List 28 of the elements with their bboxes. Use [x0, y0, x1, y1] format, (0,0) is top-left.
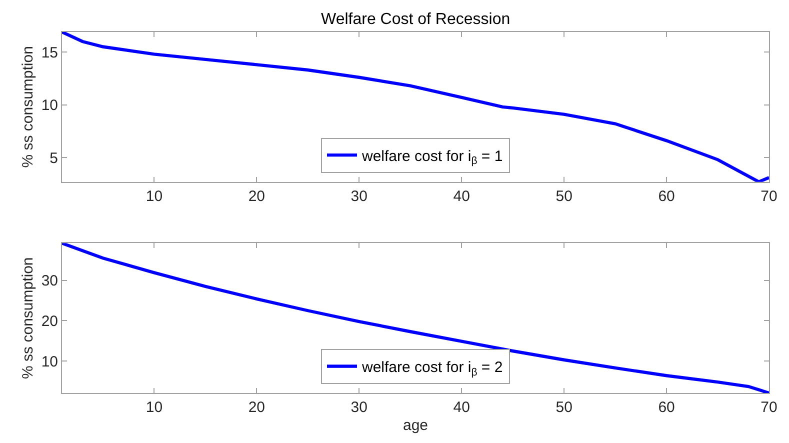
x-tick-label: 30 — [350, 399, 368, 416]
y-axis-title: % ss consumption — [20, 257, 37, 379]
x-tick-label: 70 — [760, 399, 778, 416]
y-tick-label: 10 — [41, 353, 58, 370]
x-tick-label: 10 — [146, 399, 163, 416]
chart-title: Welfare Cost of Recession — [321, 11, 510, 28]
x-tick-label: 50 — [556, 399, 572, 416]
y-tick-label: 20 — [41, 312, 58, 330]
line-series — [62, 243, 769, 393]
legend-label: welfare cost for i$_{β}$ = 2 — [361, 359, 503, 378]
x-tick-label: 60 — [658, 399, 675, 416]
x-tick-label: 40 — [453, 399, 470, 416]
y-tick-label: 15 — [41, 44, 58, 62]
x-tick-label: 20 — [248, 188, 266, 205]
x-tick-label: 30 — [350, 188, 368, 205]
x-tick-label: 70 — [760, 188, 778, 205]
x-tick-label: 40 — [453, 188, 470, 205]
line-series — [62, 32, 769, 182]
x-tick-label: 10 — [146, 188, 163, 205]
y-tick-label: 30 — [41, 272, 58, 290]
y-axis-title: % ss consumption — [20, 46, 37, 168]
x-tick-label: 50 — [556, 188, 572, 205]
x-tick-label: 60 — [658, 188, 675, 205]
x-tick-label: 20 — [248, 399, 266, 416]
x-axis-title: age — [402, 417, 428, 434]
y-tick-label: 10 — [41, 97, 58, 114]
legend-label: welfare cost for i$_{β}$ = 1 — [361, 148, 503, 168]
y-tick-label: 5 — [50, 150, 58, 167]
